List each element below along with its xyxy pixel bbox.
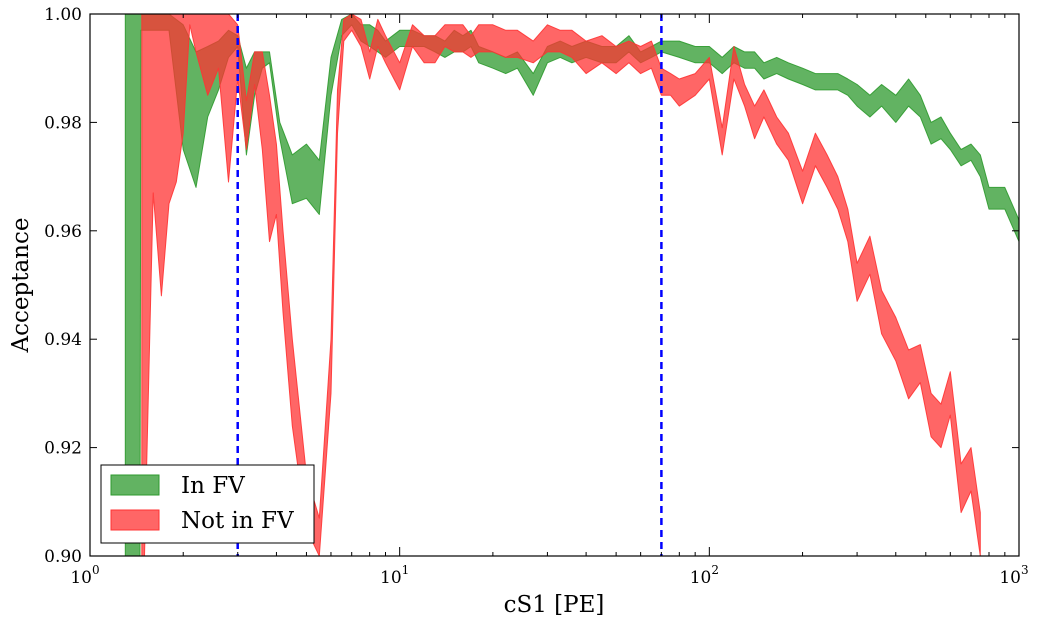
legend: In FV Not in FV: [100, 464, 315, 544]
series-band-not-in-fv: [141, 14, 981, 556]
legend-swatch-in-fv: [110, 474, 160, 496]
y-tick-label: 0.98: [44, 113, 82, 133]
legend-label-not-in-fv: Not in FV: [181, 508, 294, 534]
legend-swatch-not-in-fv: [110, 509, 160, 531]
y-tick-label: 1.00: [44, 5, 82, 25]
y-axis-title: Acceptance: [8, 218, 34, 354]
x-tick-label: 103: [999, 563, 1028, 588]
x-tick-label: 100: [70, 563, 99, 588]
y-tick-label: 0.92: [44, 439, 82, 459]
series-layer: [124, 14, 1019, 556]
x-tick-label: 102: [690, 563, 719, 588]
vline-layer: [236, 14, 663, 556]
plot-frame: [89, 13, 1020, 557]
tick-layer: 0.90 0.92 0.94 0.96 0.98 1.00 100 101 102 103: [44, 5, 1029, 588]
x-axis-title: cS1 [PE]: [504, 592, 605, 618]
y-tick-label: 0.94: [44, 330, 82, 350]
legend-label-in-fv: In FV: [181, 473, 245, 499]
y-tick-label: 0.96: [44, 222, 82, 242]
y-tick-label: 0.90: [44, 547, 82, 567]
x-tick-label: 101: [380, 563, 409, 588]
